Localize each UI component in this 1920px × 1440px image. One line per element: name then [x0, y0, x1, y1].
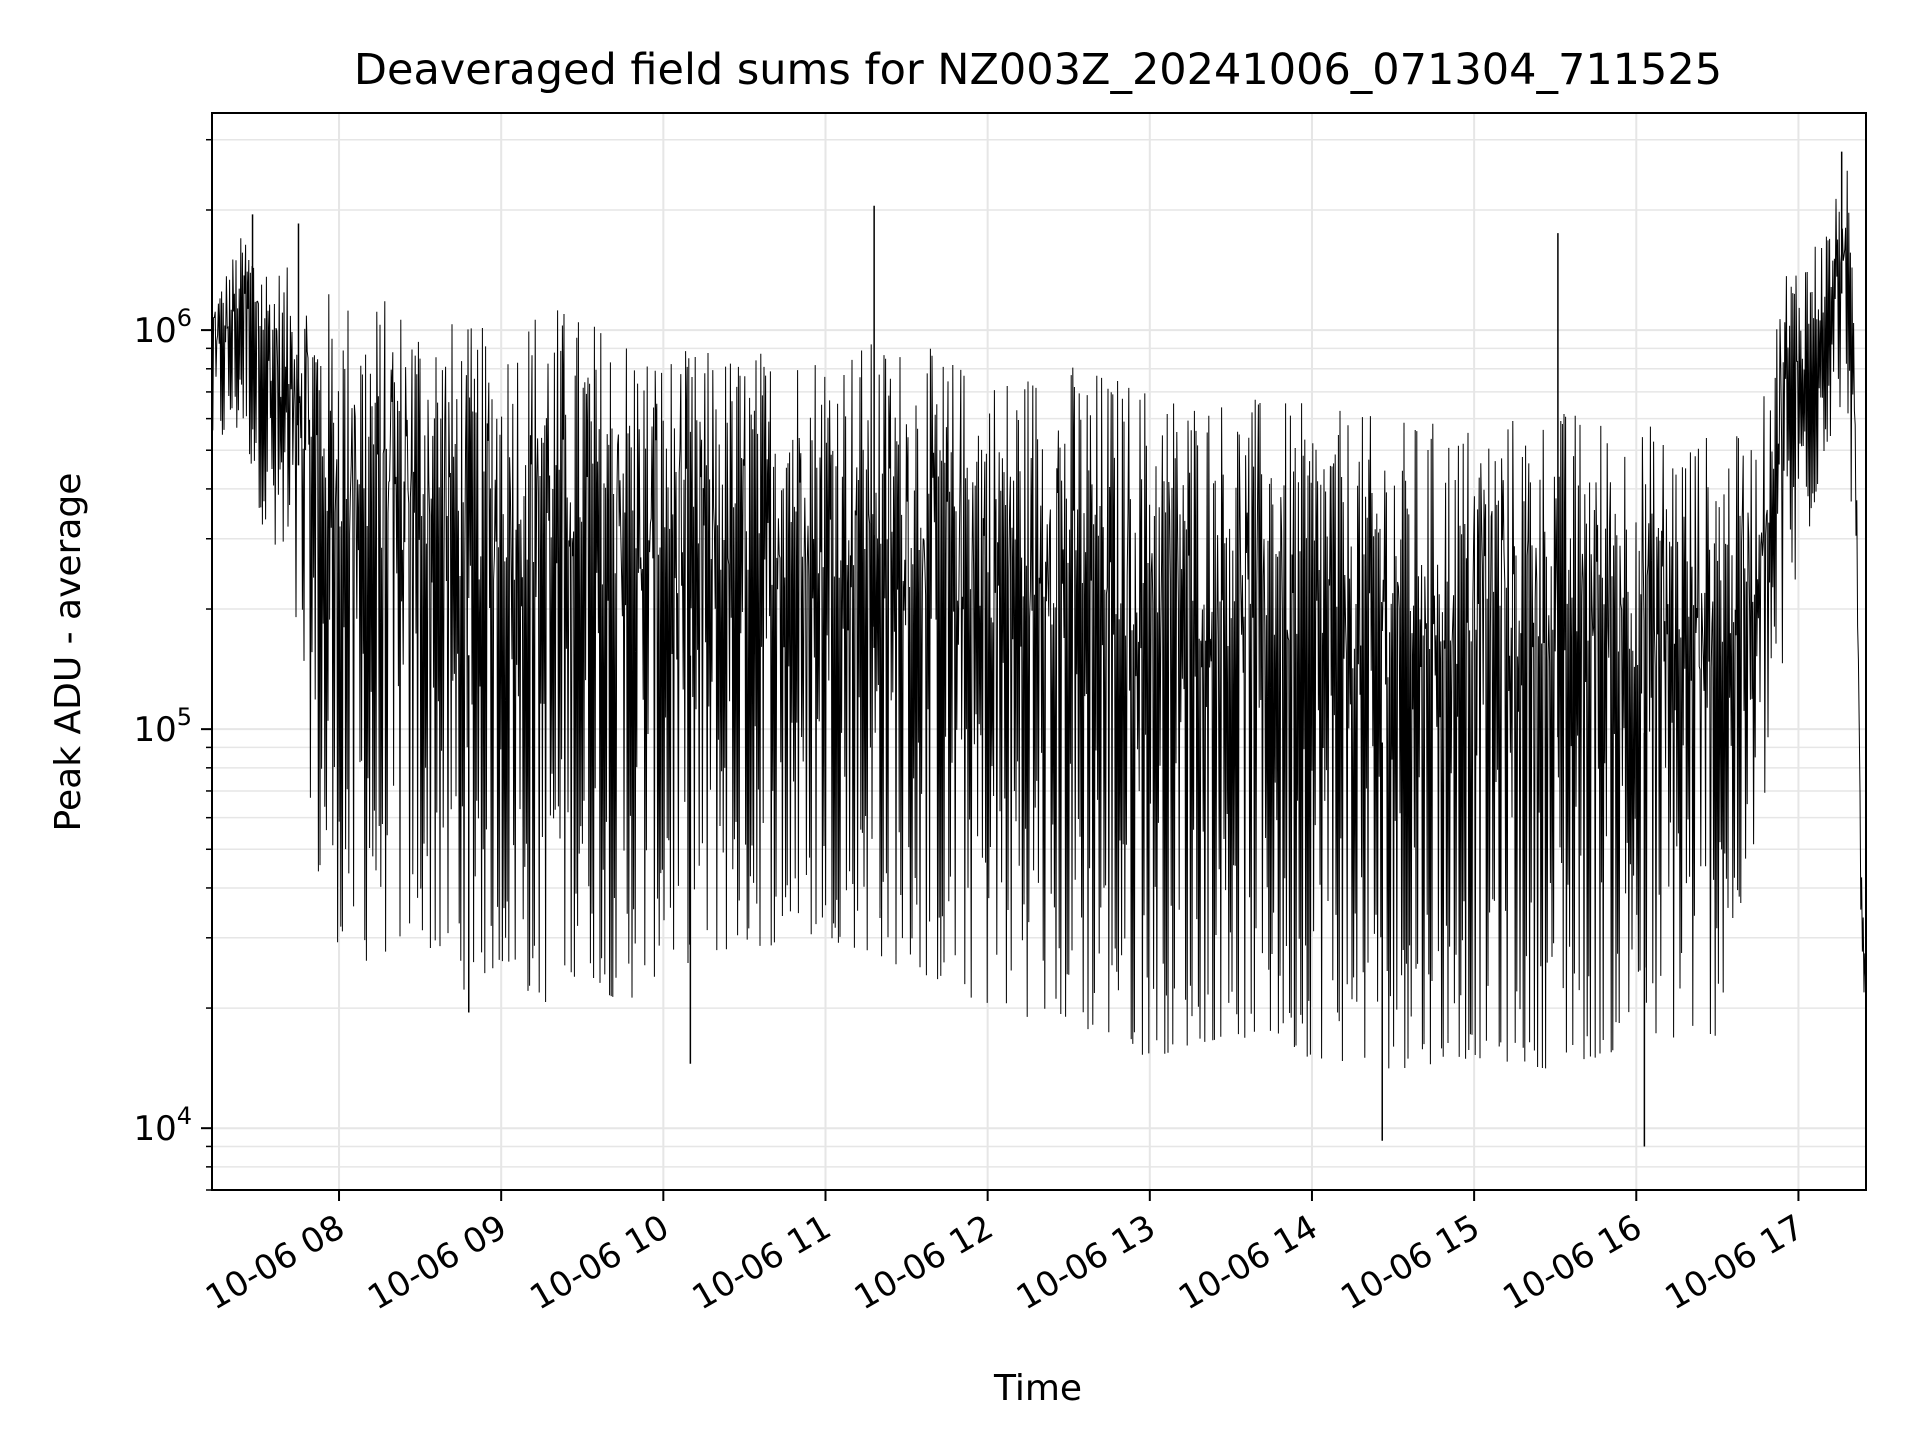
plot-frame: [211, 112, 1867, 1191]
y-axis-label: Peak ADU - average: [48, 473, 89, 832]
y-tick-label: 105: [133, 703, 192, 750]
y-tick-label: 106: [133, 304, 192, 351]
y-axis: 104 105 106: [133, 138, 212, 1191]
x-axis-label: Time: [993, 1368, 1082, 1409]
y-tick-label: 104: [133, 1102, 192, 1149]
data-series: [211, 151, 1867, 1147]
chart-title: Deaveraged field sums for NZ003Z_2024100…: [354, 45, 1722, 95]
series-line: [211, 170, 1867, 1069]
